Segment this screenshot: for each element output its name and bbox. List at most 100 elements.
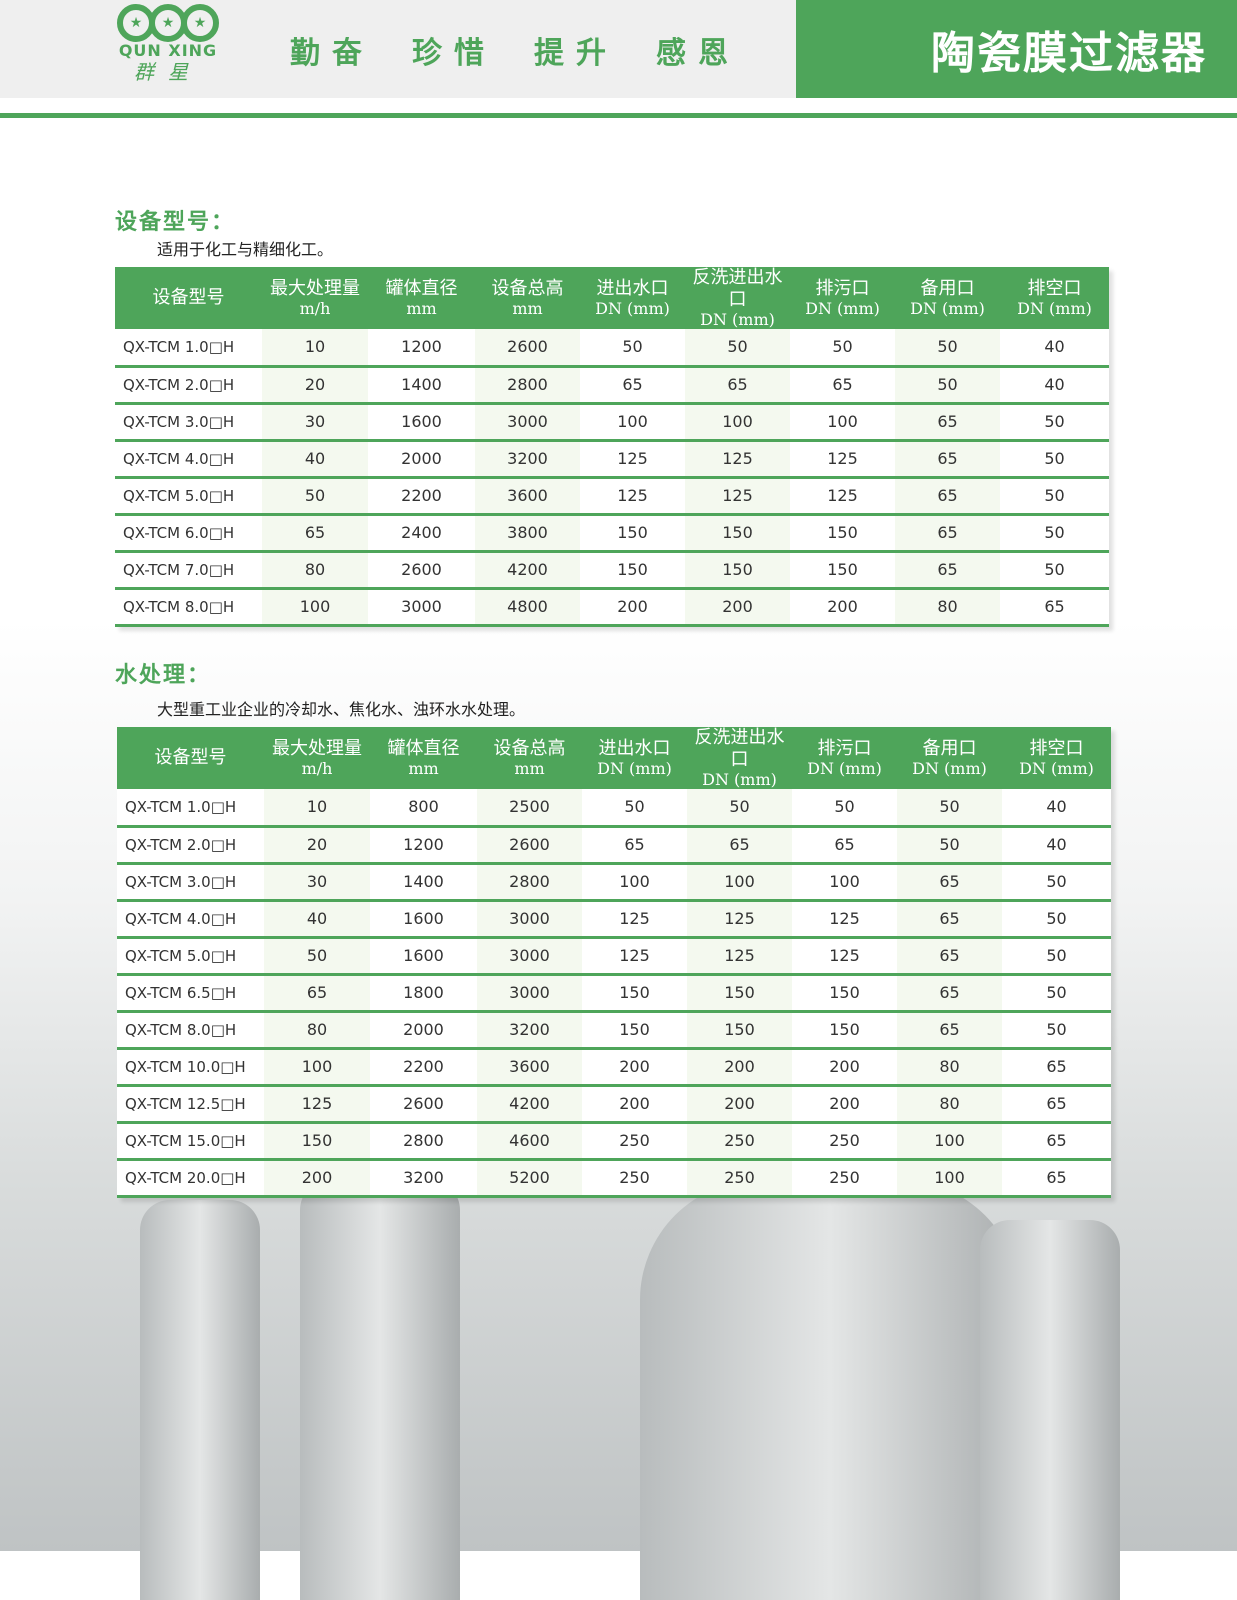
table-cell: 100 — [897, 1122, 1002, 1161]
table-cell: 2600 — [370, 1085, 477, 1124]
table-cell: 150 — [687, 974, 792, 1013]
logo: ★ ★ ★ QUN XING 群星 — [112, 4, 224, 96]
table-header: 设备型号 最大处理量 m/h 罐体直径 mm 设备总高 mm 进出水口 DN (mm) 反洗进出水… — [115, 267, 1109, 329]
table-cell: 5200 — [477, 1159, 582, 1198]
table-row: QX-TCM 2.0□H 20 1400 2800 65 65 65 50 40 — [115, 366, 1109, 405]
table-cell: 125 — [580, 477, 685, 516]
table-row: QX-TCM 1.0□H 10 1200 2600 50 50 50 50 40 — [115, 329, 1109, 368]
column-name: 排空口 — [1029, 738, 1084, 759]
table-cell: QX-TCM 3.0□H — [117, 863, 264, 902]
table-cell: 200 — [790, 588, 895, 627]
table-cell: 3600 — [475, 477, 580, 516]
table-cell: 1600 — [370, 937, 477, 976]
table-cell: 150 — [685, 514, 790, 553]
motto-1: 勤奋 — [290, 36, 374, 71]
table-cell: 2600 — [368, 551, 475, 590]
table-cell: 4200 — [475, 551, 580, 590]
column-unit: DN (mm) — [702, 770, 777, 789]
column-name: 排污口 — [815, 278, 870, 299]
table-cell: 65 — [897, 900, 1002, 939]
table-cell: 50 — [1002, 974, 1111, 1013]
table-row: QX-TCM 7.0□H 80 2600 4200 150 150 150 65 50 — [115, 551, 1109, 590]
column-unit: mm — [514, 759, 545, 778]
table-cell: 125 — [685, 477, 790, 516]
table-cell: 30 — [262, 403, 368, 442]
table-row: QX-TCM 5.0□H 50 1600 3000 125 125 125 65 50 — [117, 937, 1111, 976]
table-cell: 80 — [897, 1048, 1002, 1087]
table-cell: 150 — [582, 974, 687, 1013]
table-cell: 50 — [1000, 551, 1109, 590]
column-header: 最大处理量 m/h — [264, 727, 370, 789]
column-unit: DN (mm) — [912, 759, 987, 778]
table-cell: 50 — [1002, 900, 1111, 939]
motto-3: 提升 — [534, 36, 618, 71]
table-cell: 30 — [264, 863, 370, 902]
table-cell: 65 — [792, 826, 897, 865]
table-cell: QX-TCM 5.0□H — [115, 477, 262, 516]
motto-2: 珍惜 — [412, 36, 496, 71]
column-header: 反洗进出水口 DN (mm) — [685, 267, 790, 329]
table-cell: 50 — [1000, 514, 1109, 553]
table-cell: 20 — [264, 826, 370, 865]
table-cell: 2200 — [370, 1048, 477, 1087]
table-cell: 50 — [895, 329, 1000, 368]
table-cell: 50 — [687, 789, 792, 828]
table-cell: 100 — [685, 403, 790, 442]
column-name: 进出水口 — [598, 738, 671, 759]
table-cell: 3000 — [477, 937, 582, 976]
table-row: QX-TCM 4.0□H 40 2000 3200 125 125 125 65 50 — [115, 440, 1109, 479]
table-cell: QX-TCM 10.0□H — [117, 1048, 264, 1087]
table-cell: 150 — [264, 1122, 370, 1161]
column-name: 备用口 — [920, 278, 975, 299]
table-cell: QX-TCM 7.0□H — [115, 551, 262, 590]
table-cell: 200 — [580, 588, 685, 627]
table-cell: 65 — [897, 974, 1002, 1013]
table-cell: 80 — [897, 1085, 1002, 1124]
table-cell: 40 — [1000, 366, 1109, 405]
table-cell: QX-TCM 5.0□H — [117, 937, 264, 976]
page-title: 陶瓷膜过滤器 — [796, 0, 1237, 98]
table-cell: 40 — [262, 440, 368, 479]
column-header: 罐体直径 mm — [370, 727, 477, 789]
table-cell: 100 — [264, 1048, 370, 1087]
table-cell: QX-TCM 8.0□H — [115, 588, 262, 627]
column-header: 排空口 DN (mm) — [1000, 267, 1109, 329]
section-desc: 适用于化工与精细化工。 — [157, 240, 334, 259]
column-header: 排空口 DN (mm) — [1002, 727, 1111, 789]
table-row: QX-TCM 4.0□H 40 1600 3000 125 125 125 65 50 — [117, 900, 1111, 939]
table-cell: 3000 — [475, 403, 580, 442]
table-cell: 4200 — [477, 1085, 582, 1124]
table-cell: 65 — [1000, 588, 1109, 627]
table-cell: 50 — [792, 789, 897, 828]
table-cell: 100 — [580, 403, 685, 442]
table-cell: 50 — [1000, 403, 1109, 442]
column-name: 排空口 — [1027, 278, 1082, 299]
table-cell: 3800 — [475, 514, 580, 553]
table-cell: 125 — [582, 900, 687, 939]
divider — [0, 113, 1237, 118]
header-bar: ★ ★ ★ QUN XING 群星 勤奋 珍惜 提升 感恩 陶瓷膜过滤器 — [0, 0, 1237, 98]
column-header: 最大处理量 m/h — [262, 267, 368, 329]
table-cell: 125 — [792, 937, 897, 976]
table-cell: 250 — [687, 1159, 792, 1198]
table-cell: 50 — [790, 329, 895, 368]
table-cell: 65 — [790, 366, 895, 405]
table-cell: QX-TCM 6.0□H — [115, 514, 262, 553]
column-header: 设备总高 mm — [475, 267, 580, 329]
table-cell: 125 — [582, 937, 687, 976]
table-cell: 65 — [264, 974, 370, 1013]
table-cell: 40 — [1000, 329, 1109, 368]
table-cell: 3200 — [475, 440, 580, 479]
table-cell: 2800 — [477, 863, 582, 902]
column-name: 排污口 — [817, 738, 872, 759]
column-unit: DN (mm) — [807, 759, 882, 778]
column-unit: mm — [512, 299, 543, 318]
column-header: 备用口 DN (mm) — [895, 267, 1000, 329]
table-cell: 4800 — [475, 588, 580, 627]
table-cell: 200 — [685, 588, 790, 627]
table-cell: 3600 — [477, 1048, 582, 1087]
table-cell: 100 — [687, 863, 792, 902]
column-unit: DN (mm) — [805, 299, 880, 318]
table-cell: 125 — [687, 937, 792, 976]
table-cell: 125 — [790, 477, 895, 516]
